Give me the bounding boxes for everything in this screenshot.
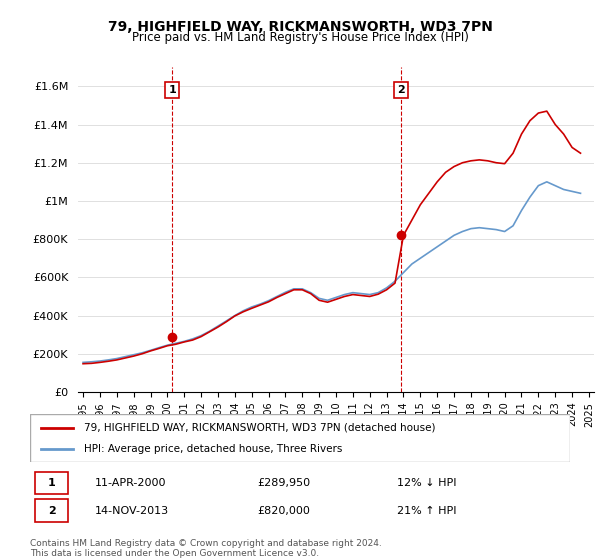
Text: £289,950: £289,950: [257, 478, 310, 488]
Text: 2: 2: [48, 506, 55, 516]
Text: Price paid vs. HM Land Registry's House Price Index (HPI): Price paid vs. HM Land Registry's House …: [131, 31, 469, 44]
Text: 79, HIGHFIELD WAY, RICKMANSWORTH, WD3 7PN (detached house): 79, HIGHFIELD WAY, RICKMANSWORTH, WD3 7P…: [84, 423, 436, 433]
FancyBboxPatch shape: [30, 414, 570, 462]
Text: 14-NOV-2013: 14-NOV-2013: [95, 506, 169, 516]
FancyBboxPatch shape: [35, 472, 68, 494]
Text: 11-APR-2000: 11-APR-2000: [95, 478, 166, 488]
Text: Contains HM Land Registry data © Crown copyright and database right 2024.
This d: Contains HM Land Registry data © Crown c…: [30, 539, 382, 558]
Text: 12% ↓ HPI: 12% ↓ HPI: [397, 478, 457, 488]
Text: 2: 2: [397, 85, 405, 95]
Text: 1: 1: [168, 85, 176, 95]
Text: 1: 1: [48, 478, 55, 488]
Text: HPI: Average price, detached house, Three Rivers: HPI: Average price, detached house, Thre…: [84, 444, 343, 454]
Text: £820,000: £820,000: [257, 506, 310, 516]
Text: 21% ↑ HPI: 21% ↑ HPI: [397, 506, 457, 516]
FancyBboxPatch shape: [35, 500, 68, 522]
Text: 79, HIGHFIELD WAY, RICKMANSWORTH, WD3 7PN: 79, HIGHFIELD WAY, RICKMANSWORTH, WD3 7P…: [107, 20, 493, 34]
